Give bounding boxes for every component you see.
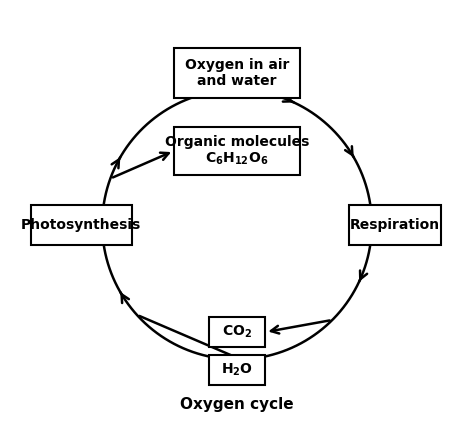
Text: Oxygen in air
and water: Oxygen in air and water <box>185 58 289 88</box>
FancyBboxPatch shape <box>209 317 265 347</box>
Text: Photosynthesis: Photosynthesis <box>21 218 141 232</box>
FancyBboxPatch shape <box>31 205 132 245</box>
Text: Organic molecules
$\mathbf{C_6H_{12}O_6}$: Organic molecules $\mathbf{C_6H_{12}O_6}… <box>165 134 309 167</box>
FancyBboxPatch shape <box>174 127 300 175</box>
Text: Respiration: Respiration <box>350 218 440 232</box>
Text: Oxygen cycle: Oxygen cycle <box>180 397 294 412</box>
FancyBboxPatch shape <box>209 355 265 385</box>
FancyBboxPatch shape <box>348 205 441 245</box>
Text: $\mathbf{H_2O}$: $\mathbf{H_2O}$ <box>221 362 253 378</box>
FancyBboxPatch shape <box>174 48 300 98</box>
Text: $\mathbf{CO_2}$: $\mathbf{CO_2}$ <box>222 324 252 340</box>
